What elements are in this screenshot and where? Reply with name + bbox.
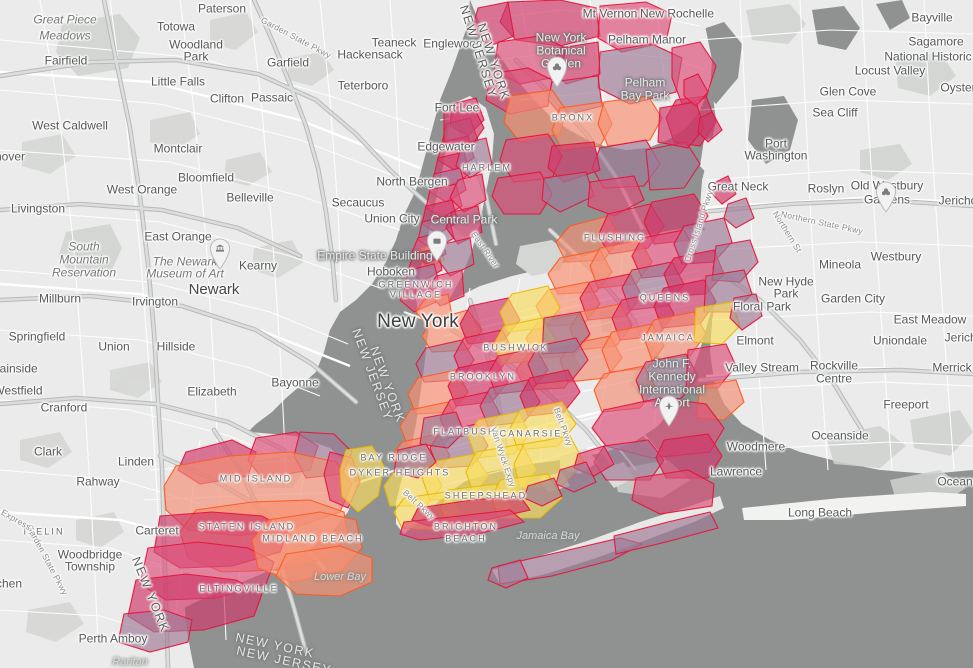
zip-polygon xyxy=(711,239,759,283)
zip-polygon xyxy=(697,111,723,143)
zip-polygon xyxy=(523,477,563,507)
zip-group-bronx xyxy=(471,0,723,217)
zip-polygon xyxy=(449,173,487,213)
zip-polygon xyxy=(597,1,673,53)
zip-group-edges xyxy=(487,175,755,589)
zip-polygon xyxy=(491,171,553,215)
zip-polygon xyxy=(487,559,529,589)
zip-polygon xyxy=(443,103,485,149)
zip-polygon xyxy=(339,445,385,513)
zip-polygon xyxy=(693,301,741,345)
landmass-new-jersey xyxy=(0,0,470,668)
zip-polygon xyxy=(635,353,699,403)
zip-polygon xyxy=(455,137,493,179)
zip-group-brooklyn xyxy=(383,285,591,541)
zip-group-staten-island xyxy=(117,431,385,653)
zip-polygon xyxy=(117,609,193,653)
zip-polygon xyxy=(275,545,373,597)
zip-polygon xyxy=(685,343,737,389)
zip-polygon xyxy=(645,141,701,191)
zip-polygon xyxy=(551,101,613,151)
zip-polygon xyxy=(471,1,515,47)
zip-polygon xyxy=(657,101,705,149)
zip-polygon xyxy=(613,511,719,555)
zip-polygon xyxy=(711,175,737,205)
zip-polygon xyxy=(729,293,763,331)
zip-polygon xyxy=(555,461,597,493)
zip-polygon xyxy=(597,43,683,105)
zip-polygon xyxy=(683,73,709,107)
zip-polygon xyxy=(631,469,715,515)
zip-polygon xyxy=(655,433,723,479)
zip-polygon xyxy=(393,443,437,479)
zip-polygon xyxy=(419,411,465,449)
zip-polygon xyxy=(597,95,663,147)
zip-polygon xyxy=(587,175,645,217)
zip-polygon xyxy=(723,197,755,229)
zip-polygon xyxy=(399,509,526,541)
zip-group-manhattan xyxy=(399,97,493,327)
zip-polygon xyxy=(541,171,595,213)
